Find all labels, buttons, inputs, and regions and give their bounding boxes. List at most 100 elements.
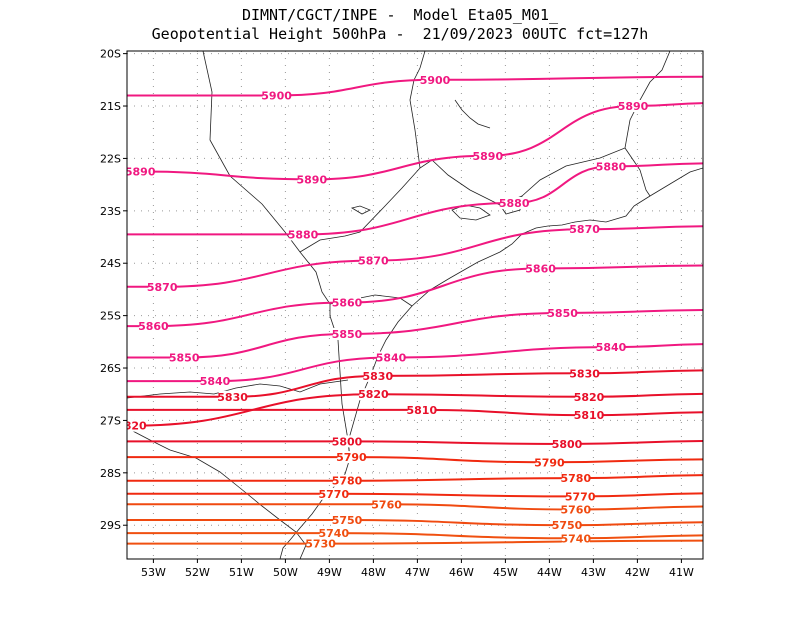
title-line-2: Geopotential Height 500hPa - 21/09/2023 … — [151, 25, 649, 43]
lon-tick-label: 43W — [581, 566, 606, 579]
contour-label-bg — [407, 403, 436, 416]
contour-line — [127, 474, 703, 482]
contour-label-bg — [319, 487, 348, 500]
contour-label: 5890 — [296, 173, 327, 186]
contour-label: 5800 — [552, 438, 583, 451]
state-border — [299, 159, 501, 253]
contour-label-bg — [333, 327, 361, 340]
lat-tick-label: 26S — [100, 362, 121, 375]
contour-label-bg — [566, 490, 595, 503]
lat-tick-label: 29S — [100, 519, 121, 532]
contour-line — [127, 519, 703, 527]
contour-label-bg — [139, 320, 168, 333]
lat-tick-label: 23S — [100, 205, 121, 218]
contour-label-bg — [535, 456, 564, 469]
contour-label: 5830 — [217, 391, 248, 404]
contour-line — [127, 532, 703, 540]
state-border — [127, 427, 307, 559]
contour-line — [127, 162, 703, 236]
contour-label-bg — [553, 438, 581, 450]
state-border — [624, 147, 651, 197]
contour-label: 5880 — [288, 228, 319, 241]
lon-tick-label: 47W — [405, 566, 430, 579]
lon-tick-label: 52W — [185, 566, 210, 579]
contour-label-bg — [526, 262, 555, 275]
contour-lines — [127, 75, 703, 545]
contour-label-bg — [333, 474, 361, 487]
contour-label: 5900 — [420, 74, 451, 87]
contour-label: 5870 — [358, 255, 389, 268]
contour-label-bg — [619, 100, 647, 113]
contour-label-bg — [553, 519, 581, 532]
title-line-1: DIMNT/CGCT/INPE - Model Eta05_M01_ — [241, 6, 559, 24]
contour-line — [127, 264, 703, 328]
contour-label: 5810 — [406, 404, 437, 417]
coastline-borders — [127, 51, 703, 559]
contour-label-bg — [337, 451, 366, 464]
state-border — [127, 379, 349, 399]
plot-frame — [126, 50, 704, 560]
contour-label: 5850 — [547, 307, 578, 320]
contour-label-bg — [363, 369, 392, 382]
contour-label: 5870 — [147, 281, 178, 294]
contour-label: 5740 — [560, 532, 591, 545]
contour-label-bg — [359, 254, 388, 267]
contour-line — [127, 539, 703, 545]
longitude-axis: 53W 52W 51W 50W 49W 48W 47W 46W 45W 44W 43W 42W 41W — [141, 559, 694, 579]
contour-line — [127, 456, 703, 464]
lon-tick-label: 44W — [537, 566, 562, 579]
contour-label: 5850 — [169, 352, 200, 365]
contour-label: 5840 — [596, 341, 627, 354]
lat-tick-label: 27S — [100, 414, 121, 427]
contour-label: 5810 — [574, 409, 605, 422]
contour-label-bg — [333, 296, 361, 309]
contour-label-bg — [127, 419, 146, 432]
lon-tick-label: 42W — [625, 566, 650, 579]
contour-label: 5760 — [371, 498, 402, 511]
contour-line — [127, 408, 703, 417]
lon-tick-label: 48W — [361, 566, 386, 579]
lat-tick-label: 28S — [100, 467, 121, 480]
lon-tick-label: 41W — [669, 566, 694, 579]
contour-label-bg — [575, 390, 603, 403]
state-border — [409, 51, 426, 169]
contour-label-bg — [333, 435, 361, 448]
contour-line — [127, 492, 703, 498]
contour-labels: 5900 5900 5890 5890 5890 5890 5880 5880 5880 5870… — [125, 73, 649, 551]
contour-label: 5830 — [362, 370, 393, 383]
contour-label: 5820 — [358, 388, 389, 401]
contour-label: 5870 — [569, 223, 600, 236]
lon-tick-label: 53W — [141, 566, 166, 579]
contour-label-bg — [561, 532, 590, 545]
lat-tick-label: 24S — [100, 257, 121, 270]
contour-label: 5840 — [200, 375, 231, 388]
contour-label-bg — [500, 196, 529, 209]
contour-label-bg — [201, 375, 229, 388]
contour-label-bg — [372, 498, 401, 511]
lat-tick-label: 22S — [100, 152, 121, 165]
contour-label-bg — [359, 388, 388, 401]
contour-label: 5790 — [534, 456, 565, 469]
contour-label: 5740 — [318, 527, 349, 540]
contour-label: 5790 — [336, 451, 367, 464]
contour-label-bg — [561, 503, 590, 516]
contour-label: 5770 — [565, 490, 596, 503]
contour-label-bg — [297, 173, 326, 186]
contour-label-bg — [473, 149, 502, 162]
contour-label: 5860 — [138, 320, 169, 333]
contour-label-bg — [575, 409, 603, 422]
contour-line — [127, 440, 703, 446]
contour-label-bg — [561, 472, 590, 485]
lat-tick-label: 21S — [100, 100, 121, 113]
contour-label-bg — [127, 165, 155, 178]
lake — [350, 205, 371, 215]
contour-label: 5880 — [596, 160, 627, 173]
contour-label-bg — [333, 513, 361, 526]
contour-label: 5890 — [125, 166, 156, 179]
contour-label: 5820 — [574, 391, 605, 404]
contour-label-bg — [289, 228, 317, 241]
lat-tick-label: 25S — [100, 310, 121, 323]
contour-label: 5850 — [332, 328, 363, 341]
contour-label: 5890 — [618, 100, 649, 113]
